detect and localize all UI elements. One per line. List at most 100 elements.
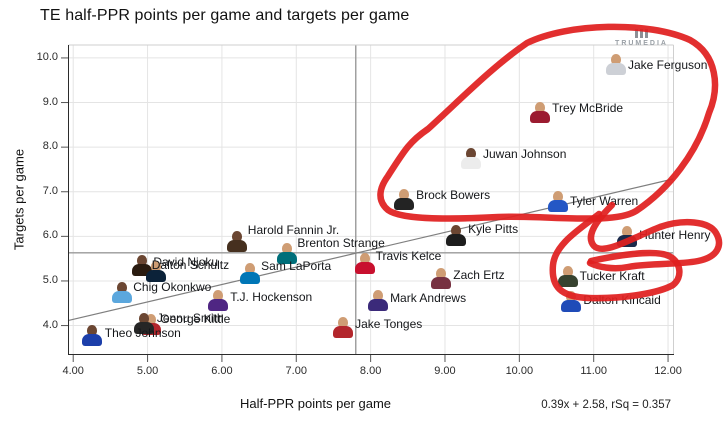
trumedia-logo: TRUMEDIA (615, 29, 668, 47)
player-label-dalton-kincaid: Dalton Kincaid (583, 293, 661, 308)
player-avatar-jonnu-smith (133, 312, 154, 339)
x-tick-label: 5.00 (136, 365, 159, 377)
y-tick-label: 5.0 (42, 273, 58, 286)
player-avatar-trey-mcbride (530, 102, 551, 128)
player-label-trey-mcbride: Trey McBride (552, 101, 624, 116)
avatar-jersey (617, 235, 638, 248)
x-tick-label: 12.00 (654, 365, 682, 377)
avatar-head (117, 282, 128, 294)
player-avatar-travis-kelce (354, 253, 375, 279)
x-tick-label: 4.00 (62, 365, 84, 377)
player-avatar-dalton-schultz (145, 260, 166, 287)
avatar-jersey (557, 274, 578, 287)
player-label-theo-johnson: Theo Johnson (104, 326, 181, 341)
player-label-hunter-henry: Hunter Henry (639, 228, 711, 243)
avatar-head (359, 253, 370, 265)
player-label-jonnu-smith: Jonnu Smith (156, 310, 224, 325)
player-avatar-jake-ferguson (606, 53, 626, 80)
player-avatar-dalton-kincaid (561, 291, 582, 317)
avatar-jersey (394, 197, 415, 210)
y-tick-label: 10.0 (36, 50, 58, 63)
player-avatar-sam-laporta (240, 263, 261, 289)
player-label-tj-hockenson: T.J. Hockenson (230, 290, 313, 305)
player-avatar-mark-andrews (368, 290, 389, 316)
player-label-jake-tonges: Jake Tonges (355, 317, 423, 332)
player-label-david-njoku: David Njoku (153, 255, 219, 270)
player-avatar-zach-ertz (431, 267, 452, 294)
y-tick-label: 7.0 (42, 184, 58, 197)
player-label-george-kittle: George Kittle (160, 312, 231, 327)
y-tick-label: 4.0 (42, 318, 58, 331)
avatar-jersey (561, 300, 582, 313)
avatar-head (146, 314, 157, 326)
player-label-kyle-pitts: Kyle Pitts (468, 221, 519, 236)
avatar-head (138, 312, 149, 324)
player-avatar-tj-hockenson (208, 290, 229, 316)
avatar-head (150, 260, 161, 272)
player-avatar-tyler-warren (548, 191, 568, 217)
avatar-jersey (226, 240, 247, 253)
x-tick-label: 6.00 (211, 365, 233, 377)
player-label-jake-ferguson: Jake Ferguson (628, 57, 708, 72)
avatar-jersey (431, 276, 452, 289)
avatar-jersey (461, 157, 481, 170)
avatar-jersey (548, 200, 568, 213)
player-avatar-juwan-johnson (461, 148, 481, 174)
avatar-jersey (606, 62, 626, 75)
x-tick-label: 7.00 (285, 365, 307, 377)
avatar-jersey (277, 251, 298, 264)
avatar-jersey (81, 334, 102, 347)
avatar-head (86, 325, 97, 337)
avatar-head (137, 255, 148, 267)
avatar-head (213, 290, 224, 302)
player-avatar-harold-fannin-jr (226, 231, 247, 257)
avatar-head (436, 267, 447, 279)
avatar-jersey (208, 299, 229, 312)
avatar-jersey (333, 326, 354, 339)
player-avatar-brenton-strange (277, 242, 298, 269)
player-avatar-jake-tonges (333, 317, 354, 343)
player-avatar-kyle-pitts (446, 224, 467, 251)
avatar-head (245, 263, 256, 275)
avatar-head (231, 231, 242, 243)
avatar-jersey (368, 299, 389, 312)
x-tick-label: 11.00 (580, 365, 608, 377)
player-label-travis-kelce: Travis Kelce (375, 249, 442, 264)
y-axis-title: Targets per game (11, 148, 27, 251)
plot-area: TRUMEDIA Jake Ferguson Trey McBride Juwan … (61, 23, 723, 362)
x-tick-label: 9.00 (434, 365, 456, 377)
avatar-jersey (354, 262, 375, 275)
x-tick-label: 8.00 (359, 365, 382, 377)
avatar-jersey (530, 111, 551, 124)
player-avatar-chig-okonkwo (112, 282, 133, 308)
avatar-jersey (133, 321, 154, 334)
player-label-chig-okonkwo: Chig Okonkwo (133, 280, 212, 295)
avatar-head (282, 242, 293, 254)
player-label-sam-laporta: Sam LaPorta (261, 259, 332, 274)
y-tick-label: 8.0 (42, 140, 58, 153)
player-label-dalton-schultz: Dalton Schultz (151, 257, 230, 272)
avatar-jersey (446, 233, 467, 246)
avatar-head (373, 290, 384, 302)
trend-equation: 0.39x + 2.58, rSq = 0.357 (541, 399, 671, 411)
trumedia-logo-text: TRUMEDIA (615, 40, 668, 47)
avatar-jersey (145, 269, 166, 282)
x-axis-title: Half-PPR points per game (240, 396, 392, 411)
trumedia-logo-icon (635, 29, 649, 38)
player-label-zach-ertz: Zach Ertz (453, 267, 505, 282)
avatar-jersey (240, 272, 261, 285)
player-avatar-theo-johnson (81, 325, 102, 351)
player-label-harold-fannin-jr: Harold Fannin Jr. (247, 223, 340, 238)
avatar-head (338, 317, 349, 329)
y-tick-label: 9.0 (42, 95, 58, 108)
avatar-head (451, 224, 462, 236)
y-tick-label: 6.0 (42, 229, 58, 242)
player-label-brenton-strange: Brenton Strange (297, 235, 385, 250)
player-avatar-brock-bowers (394, 188, 415, 215)
x-tick-label: 10.00 (505, 365, 534, 377)
chart-title: TE half-PPR points per game and targets … (40, 7, 410, 24)
player-label-juwan-johnson: Juwan Johnson (483, 147, 567, 162)
player-label-tyler-warren: Tyler Warren (570, 194, 639, 209)
avatar-jersey (112, 291, 133, 304)
